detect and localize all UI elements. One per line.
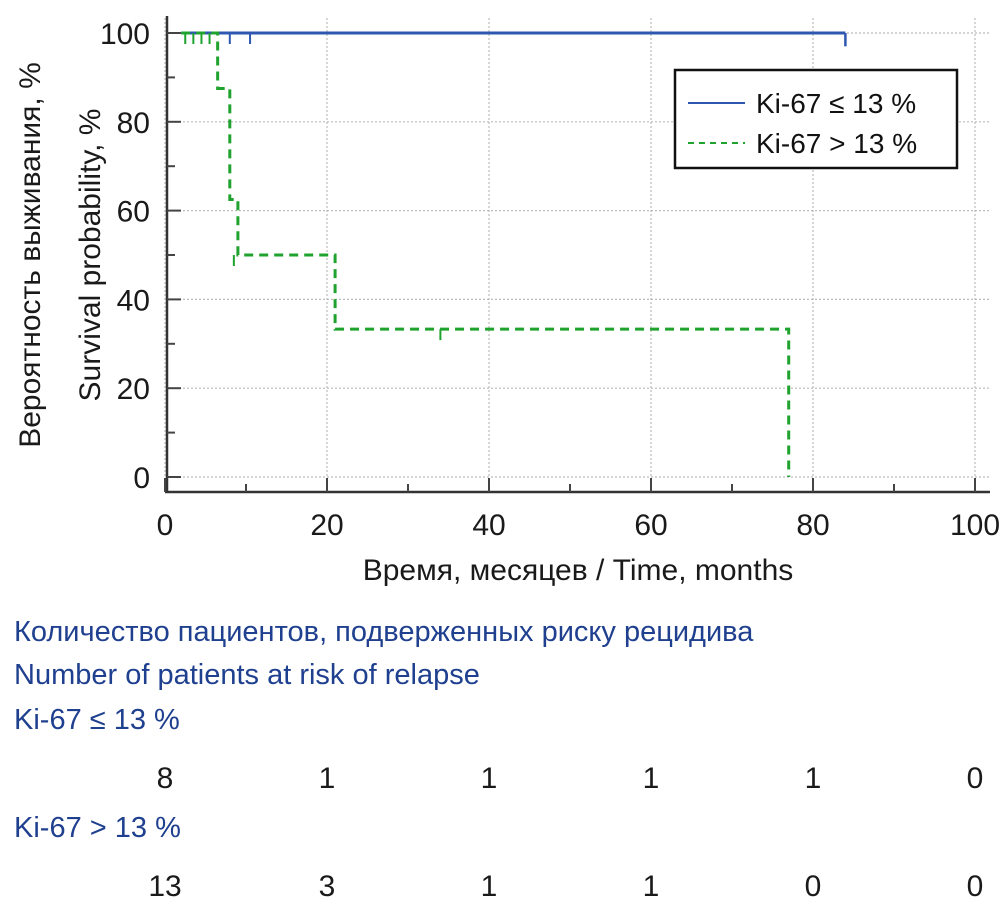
y-axis-title-ru: Вероятность выживания, % — [14, 62, 47, 448]
x-tick-label: 0 — [157, 509, 174, 542]
risk-count: 1 — [804, 762, 822, 795]
risk-count: 13 — [148, 870, 182, 903]
risk-group-label-high: Ki-67 > 13 % — [14, 812, 181, 844]
y-tick-label: 100 — [100, 18, 150, 51]
legend-label-high: Ki-67 > 13 % — [756, 128, 917, 159]
risk-count: 1 — [318, 762, 336, 795]
legend: Ki-67 ≤ 13 % Ki-67 > 13 % — [673, 68, 959, 170]
x-tick-label: 80 — [796, 509, 829, 542]
risk-count: 0 — [966, 870, 984, 903]
series — [181, 31, 847, 477]
legend-label-low: Ki-67 ≤ 13 % — [756, 88, 916, 119]
risk-count: 1 — [480, 870, 498, 903]
risk-count: 0 — [804, 870, 822, 903]
y-tick-label: 80 — [117, 107, 150, 140]
y-axis-title-en: Survival probability, % — [74, 109, 107, 402]
risk-count: 1 — [642, 870, 660, 903]
ticks: 0 20 40 60 80 100 0 20 40 60 80 100 — [100, 18, 1000, 542]
risk-count: 1 — [642, 762, 660, 795]
x-tick-label: 60 — [634, 509, 667, 542]
y-tick-label: 60 — [117, 196, 150, 229]
risk-title-ru: Количество пациентов, подверженных риску… — [14, 616, 754, 648]
risk-count: 3 — [318, 870, 336, 903]
km-curve-high — [181, 31, 791, 477]
y-tick-label: 20 — [117, 373, 150, 406]
y-tick-label: 0 — [133, 462, 150, 495]
x-tick-label: 40 — [472, 509, 505, 542]
x-tick-label: 20 — [310, 509, 343, 542]
risk-count: 0 — [966, 762, 984, 795]
x-axis-title: Время, месяцев / Time, months — [363, 554, 794, 587]
y-tick-label: 40 — [117, 284, 150, 317]
legend-box — [673, 68, 959, 170]
risk-count: 8 — [156, 762, 174, 795]
x-tick-label: 100 — [950, 509, 1000, 542]
risk-count: 1 — [480, 762, 498, 795]
km-chart: 0 20 40 60 80 100 0 20 40 60 80 100 Ki-67 ≤ 13 % Ki… — [14, 16, 1000, 587]
risk-group-label-low: Ki-67 ≤ 13 % — [14, 704, 180, 736]
risk-title-en: Number of patients at risk of relapse — [14, 659, 480, 691]
